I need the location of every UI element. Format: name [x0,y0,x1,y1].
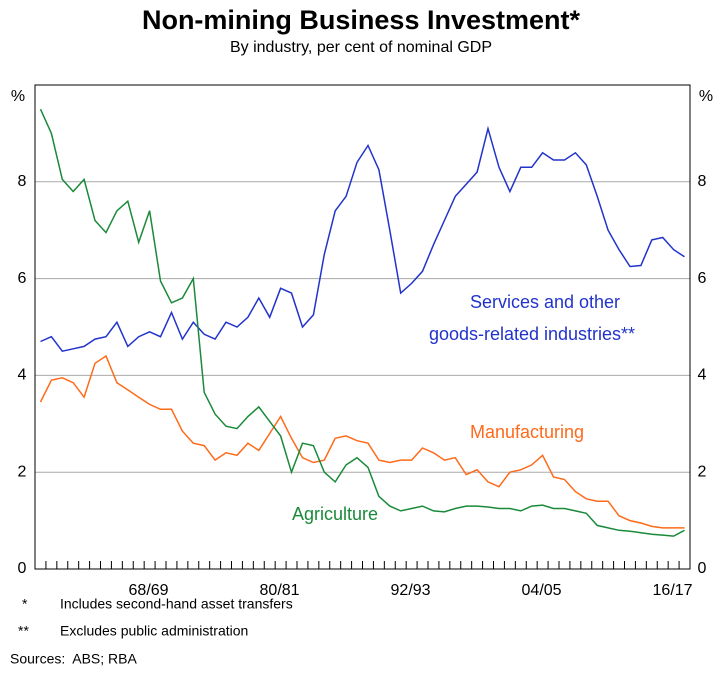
annotation: Services and other [470,292,620,312]
note-marker: ** [18,623,29,639]
y-tick-label: 4 [18,367,27,384]
y2-unit: % [699,88,713,105]
series-line [39,108,685,537]
plot-frame [34,84,691,570]
annotation: Manufacturing [470,422,584,442]
x-tick-label: 68/69 [129,582,169,599]
x-tick-label: 04/05 [522,582,562,599]
y-unit: % [11,88,25,105]
note-marker: * [22,596,28,612]
y-tick-label: 2 [18,463,27,480]
y-tick-label: 6 [18,270,27,287]
x-tick-label: 92/93 [391,582,431,599]
annotation: goods-related industries** [429,324,635,344]
chart-title: Non-mining Business Investment* [142,5,581,35]
y2-tick-label: 0 [698,560,707,577]
series-line [40,125,685,353]
sources: Sources: ABS; RBA [10,651,137,667]
x-tick-label: 80/81 [260,582,300,599]
y2-tick-label: 6 [698,270,707,287]
y2-tick-label: 4 [698,367,707,384]
y-tick-label: 0 [18,560,27,577]
note-text: Includes second-hand asset transfers [60,596,293,612]
chart-subtitle: By industry, per cent of nominal GDP [230,39,492,56]
y2-tick-label: 2 [698,463,707,480]
note-text: Excludes public administration [60,623,248,639]
y-tick-label: 8 [18,173,27,190]
x-tick-label: 16/17 [653,582,693,599]
series-line [39,354,685,529]
y2-tick-label: 8 [698,173,707,190]
annotation: Agriculture [292,504,378,524]
